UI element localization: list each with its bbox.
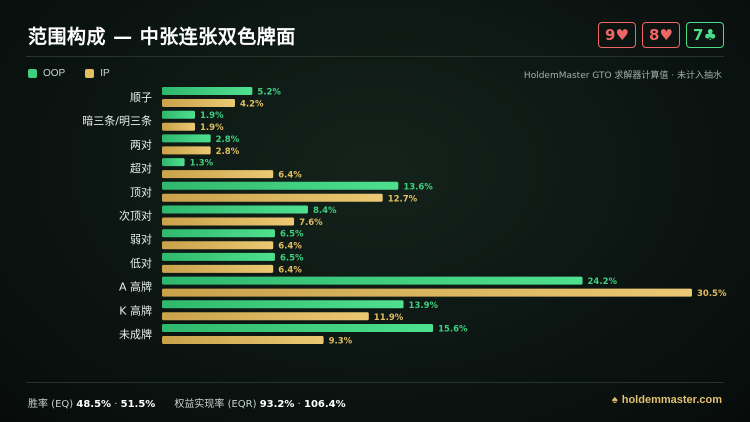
bar-ip	[162, 217, 295, 226]
category-label: 低对	[130, 256, 152, 270]
data-label-ip: 7.6%	[299, 218, 323, 228]
bar-oop	[162, 134, 211, 143]
data-label-oop: 1.9%	[200, 111, 224, 121]
eqr-oop-value: 93.2%	[259, 399, 295, 410]
category-label: A 高牌	[119, 280, 152, 294]
category-label: 弱对	[130, 232, 152, 246]
data-label-oop: 1.3%	[190, 159, 214, 169]
source-note: HoldemMaster GTO 求解器计算值 · 未计入抽水	[523, 71, 722, 81]
eqr-separator: ·	[297, 399, 301, 410]
data-label-ip: 6.4%	[278, 171, 302, 181]
data-label-ip: 1.9%	[200, 123, 224, 133]
board-cards: 9 ♥ 8 ♥ 7 ♣	[598, 22, 724, 48]
bar-ip	[162, 146, 211, 155]
eq-separator: ·	[114, 399, 118, 410]
board-card-3: 7 ♣	[686, 22, 724, 48]
footer-stats: 胜率 (EQ) 48.5% · 51.5% 权益实现率 (EQR) 93.2% …	[28, 395, 346, 410]
bar-oop	[162, 87, 253, 95]
category-label: 顺子	[130, 91, 152, 104]
card-rank: 7	[693, 26, 704, 44]
bar-ip	[162, 312, 369, 321]
brand-name: holdemmaster.com	[621, 394, 722, 406]
bar-ip	[162, 122, 196, 131]
category-label: K 高牌	[119, 303, 152, 317]
brand-link[interactable]: ♠ holdemmaster.com	[612, 394, 722, 406]
legend-item-oop: OOP	[28, 68, 65, 79]
data-label-oop: 8.4%	[313, 206, 337, 216]
data-label-oop: 13.6%	[403, 182, 433, 192]
data-label-ip: 6.4%	[278, 242, 302, 252]
bar-oop	[162, 205, 308, 214]
data-label-ip: 12.7%	[388, 194, 418, 204]
heart-icon: ♥	[659, 26, 673, 44]
data-label-oop: 15.6%	[438, 325, 468, 335]
board-card-2: 8 ♥	[642, 22, 680, 48]
data-label-ip: 30.5%	[697, 289, 727, 299]
eqr-label: 权益实现率 (EQR)	[174, 399, 257, 410]
data-label-oop: 2.8%	[216, 135, 240, 145]
category-label: 次顶对	[119, 209, 152, 223]
bar-ip	[162, 336, 324, 344]
bar-ip	[162, 241, 274, 250]
card-rank: 8	[649, 26, 660, 44]
category-label: 超对	[130, 161, 152, 175]
legend: OOP IP	[28, 68, 110, 79]
legend-item-ip: IP	[85, 68, 110, 79]
category-label: 未成牌	[119, 327, 152, 341]
legend-label-ip: IP	[100, 68, 110, 79]
data-label-oop: 6.5%	[280, 230, 304, 240]
bar-oop	[162, 158, 185, 167]
bar-oop	[162, 181, 399, 190]
bar-oop	[162, 252, 275, 261]
chart-title: 范围构成 — 中张连张双色牌面	[28, 26, 296, 48]
data-label-oop: 5.2%	[257, 88, 281, 98]
category-label: 两对	[130, 137, 152, 151]
legend-swatch-oop	[28, 69, 37, 78]
board-card-1: 9 ♥	[598, 22, 636, 48]
bar-ip	[162, 193, 383, 202]
eqr-ip-value: 106.4%	[303, 399, 346, 410]
data-label-ip: 9.3%	[329, 337, 353, 347]
bar-oop	[162, 324, 434, 332]
data-label-oop: 13.9%	[409, 301, 439, 311]
data-label-ip: 2.8%	[216, 147, 240, 157]
category-label: 暗三条/明三条	[82, 114, 152, 128]
legend-label-oop: OOP	[43, 68, 66, 79]
footer-divider	[26, 382, 724, 383]
eq-label: 胜率 (EQ)	[28, 399, 74, 410]
bar-ip	[162, 264, 274, 273]
eq-ip-value: 51.5%	[120, 399, 156, 410]
bar-ip	[162, 170, 274, 179]
data-label-oop: 24.2%	[588, 277, 618, 287]
bar-ip	[162, 99, 235, 107]
legend-swatch-ip	[85, 69, 95, 78]
data-label-oop: 6.5%	[280, 253, 304, 263]
bar-ip	[162, 288, 692, 297]
data-label-ip: 6.4%	[278, 265, 302, 275]
category-label: 顶对	[130, 185, 152, 199]
header-divider	[26, 56, 724, 57]
club-icon: ♣	[703, 26, 717, 44]
spade-icon: ♠	[611, 394, 618, 406]
bar-oop	[162, 110, 196, 119]
card-rank: 9	[605, 26, 616, 44]
data-label-ip: 11.9%	[374, 313, 404, 323]
bar-oop	[162, 229, 275, 238]
bar-oop	[162, 276, 583, 285]
data-label-ip: 4.2%	[240, 100, 264, 110]
heart-icon: ♥	[615, 26, 629, 44]
eq-oop-value: 48.5%	[76, 399, 112, 410]
bar-oop	[162, 300, 404, 309]
